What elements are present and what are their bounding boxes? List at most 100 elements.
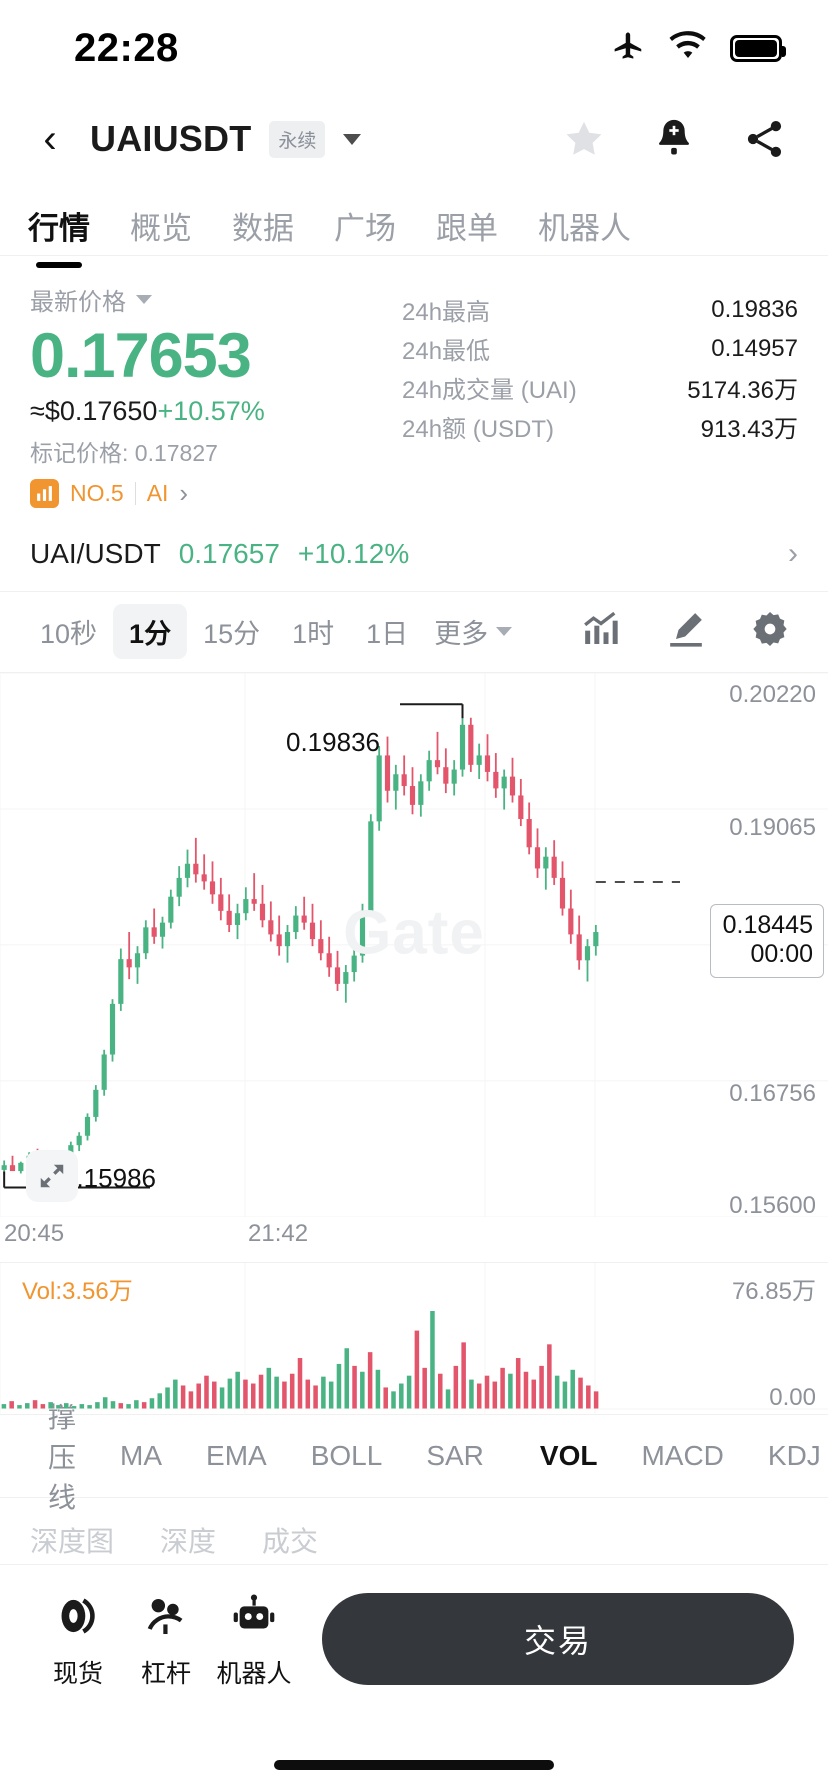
indicator-macd[interactable]: MACD [641,1439,724,1471]
rank-and-ai-row[interactable]: NO.5 AI › [30,478,402,509]
price-left-column: 最新价格 0.17653 ≈$0.17650 +10.57% 标记价格: 0.1… [30,282,402,508]
usd-and-change: ≈$0.17650 +10.57% [30,396,402,427]
chevron-right-icon[interactable]: › [788,537,798,571]
stat-value: 0.14957 [711,334,798,362]
current-price-value: 0.18445 [722,910,813,939]
drawing-pen-icon[interactable] [666,609,706,654]
chevron-right-icon[interactable]: › [179,478,189,509]
stat-row: 24h额 (USDT) 913.43万 [402,407,798,446]
share-icon[interactable] [740,115,788,163]
chart-tool-group [580,609,804,654]
leverage-balance-icon [143,1593,189,1644]
tab-bot[interactable]: 机器人 [538,211,631,246]
contract-type-badge: 永续 [269,120,326,158]
battery-icon [730,34,786,62]
settings-gear-icon[interactable] [750,609,790,654]
tab-data[interactable]: 数据 [232,211,294,246]
status-icon-group [608,27,786,70]
ghost-tab-label[interactable]: 成交 [262,1525,319,1554]
x-axis-tick: 21:42 [248,1219,309,1247]
candlestick-chart[interactable]: Gate 0.20220 0.19065 0.17911 0.16756 0.1… [0,671,828,1219]
rank-chart-icon [30,478,59,508]
partially-visible-tab-row[interactable]: 深度图 深度 成交 [0,1498,828,1554]
trade-button[interactable]: 交易 [322,1593,794,1685]
stat-row: 24h成交量 (UAI) 5174.36万 [402,368,798,407]
timeframe-10s[interactable]: 10秒 [40,619,98,650]
indicator-tab-bar: 撑压线 MA EMA BOLL SAR VOL MACD KDJ [0,1402,828,1513]
price-summary: 最新价格 0.17653 ≈$0.17650 +10.57% 标记价格: 0.1… [0,256,828,508]
bottom-nav-spot[interactable]: 现货 [34,1593,122,1690]
indicator-vol[interactable]: VOL [539,1439,598,1471]
price-type-selector[interactable]: 最新价格 [30,282,402,317]
y-axis-tick: 0.20220 [729,680,816,708]
stat-value: 913.43万 [700,416,798,443]
expand-chart-button[interactable] [26,1149,78,1202]
volume-legend: Vol:3.56万 [22,1277,133,1305]
kline-svg [0,672,828,1217]
stat-key: 24h最高 [402,299,491,326]
spot-quote-row[interactable]: UAI/USDT 0.17657 +10.12% › [0,518,828,592]
volume-max-label: 76.85万 [731,1277,816,1305]
ghost-tab-label[interactable]: 深度图 [30,1525,115,1554]
current-price-tag: 0.18445 00:00 [709,903,824,978]
spot-price: 0.17657 [178,538,280,570]
tab-square[interactable]: 广场 [334,211,396,246]
bottom-nav-bot[interactable]: 机器人 [210,1593,298,1690]
caret-down-icon[interactable] [343,133,362,145]
status-bar: 22:28 [0,0,828,96]
x-axis-tick: 20:45 [4,1219,65,1247]
back-button[interactable]: ‹ [43,117,57,161]
change-percent: +10.57% [157,395,265,426]
wifi-icon [668,30,708,67]
price-type-label: 最新价格 [30,289,126,316]
tab-divider [0,255,828,256]
spot-pair-label: UAI/USDT [30,538,161,570]
indicator-support-resistance[interactable]: 撑压线 [48,1401,77,1513]
x-axis: 20:45 21:42 [0,1216,828,1262]
favorite-star-icon[interactable] [560,115,608,163]
spot-change-percent: +10.12% [297,538,410,570]
tab-copytrade[interactable]: 跟单 [436,211,498,246]
volume-svg [0,1262,828,1415]
indicator-sar[interactable]: SAR [426,1439,484,1471]
y-axis-tick: 0.19065 [729,813,816,841]
timeframe-1m[interactable]: 1分 [113,604,188,660]
bottom-action-bar: 现货 杠杆 机器人 交易 [0,1564,828,1792]
y-axis-tick: 0.16756 [729,1079,816,1107]
ghost-tab-label[interactable]: 深度 [160,1525,217,1554]
robot-icon [231,1593,277,1644]
last-price: 0.17653 [30,321,252,391]
rank-label: NO.5 [70,479,124,506]
page-title: UAIUSDT [90,118,252,159]
indicator-boll[interactable]: BOLL [310,1439,383,1471]
chart-high-label: 0.19836 [286,726,380,757]
indicator-ma[interactable]: MA [120,1439,163,1471]
status-clock: 22:28 [74,25,179,70]
usd-approx-price: ≈$0.17650 [30,395,158,426]
timeframe-1h[interactable]: 1时 [292,619,335,650]
stat-key: 24h成交量 (UAI) [402,377,577,404]
timeframe-15m[interactable]: 15分 [203,619,261,650]
candle-countdown: 00:00 [750,940,813,969]
tab-market[interactable]: 行情 [28,203,90,256]
timeframe-more-button[interactable]: 更多 [424,604,522,659]
bottom-nav-leverage[interactable]: 杠杆 [122,1593,210,1690]
airplane-mode-icon [608,27,646,70]
divider [134,481,136,505]
timeframe-1d[interactable]: 1日 [366,619,409,650]
mark-price: 标记价格: 0.17827 [30,439,218,466]
bottom-nav-label: 现货 [52,1660,103,1688]
header-action-group [560,115,788,163]
price-alert-bell-icon[interactable] [650,115,698,163]
volume-chart[interactable]: Vol:3.56万 76.85万 0.00 [0,1261,828,1415]
bottom-nav-label: 机器人 [216,1660,292,1688]
indicator-kdj[interactable]: KDJ [767,1439,821,1471]
section-tab-bar: 行情 概览 数据 广场 跟单 机器人 [0,182,828,256]
page-header: ‹ UAIUSDT 永续 [0,96,828,182]
tab-overview[interactable]: 概览 [130,211,192,246]
caret-down-icon [496,627,513,637]
stat-value: 0.19836 [711,295,798,323]
stat-value: 5174.36万 [687,377,798,404]
indicator-ema[interactable]: EMA [206,1439,267,1471]
indicator-chart-icon[interactable] [580,609,622,654]
